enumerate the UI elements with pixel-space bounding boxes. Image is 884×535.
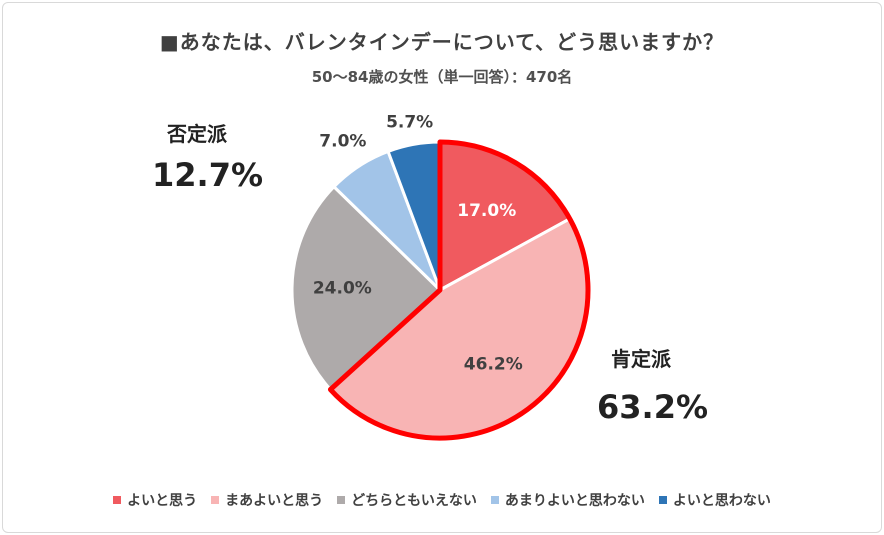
legend-item: よいと思う [113,490,197,510]
slice-data-label: 7.0% [319,131,366,151]
legend-item: あまりよいと思わない [490,490,645,510]
positive-group-name: 肯定派 [611,347,671,371]
legend-swatch [337,496,346,504]
legend-swatch [113,496,122,504]
chart-legend: よいと思う まあよいと思う どちらともいえない あまりよいと思わない よいと思わ… [0,490,884,510]
legend-item: まあよいと思う [211,490,323,510]
positive-group-total-wrap: 63.2% [597,388,708,426]
negative-group-total: 12.7% [152,156,264,194]
legend-item: よいと思わない [658,490,771,510]
negative-group-total-wrap: 12.7% [152,156,263,194]
legend-label: どちらともいえない [351,493,477,509]
positive-group-total: 63.2% [597,388,709,426]
legend-label: まあよいと思う [225,493,324,509]
negative-group-name: 否定派 [167,122,227,146]
legend-item: どちらともいえない [337,490,477,510]
legend-swatch [658,496,667,504]
legend-label: よいと思わない [672,493,771,509]
chart-subtitle: 50～84歳の女性（単一回答）：470名 [311,68,573,86]
negative-group-label: 否定派 [167,118,227,147]
slice-data-label: 46.2% [464,355,523,375]
chart-title: ■あなたは、バレンタインデーについて、どう思いますか？ [159,30,725,54]
positive-group-outline [327,139,591,441]
slice-data-label: 17.0% [457,201,516,221]
legend-label: よいと思う [127,493,198,509]
pie-slice [290,184,443,392]
slice-data-label: 24.0% [313,278,372,298]
slice-data-label: 5.7% [386,113,433,133]
legend-swatch [490,496,499,504]
legend-swatch [211,496,220,504]
legend-label: あまりよいと思わない [504,493,645,509]
positive-group-label: 肯定派 [611,343,671,372]
